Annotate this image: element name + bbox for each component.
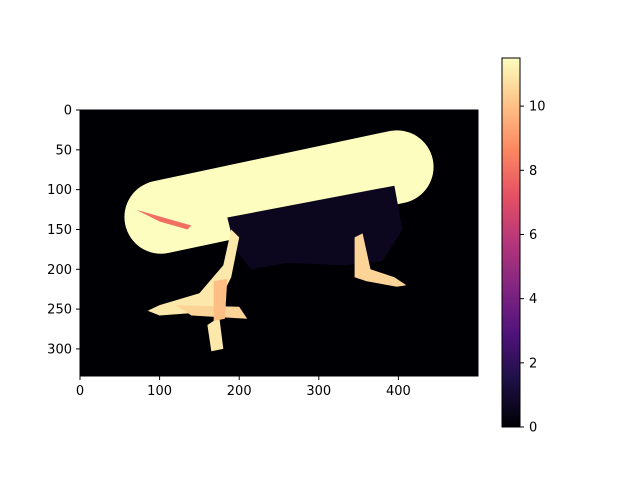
x-tick-label: 100 [147,384,172,399]
colorbar-frame [501,57,521,428]
colorbar-tick-label: 8 [529,164,537,179]
y-axis: 0 50 100 150 200 250 300 [47,104,80,357]
region-front-leg-upper [213,278,228,321]
colorbar-tick-label: 0 [529,421,537,436]
x-axis: 0 100 200 300 400 [76,376,411,399]
y-tick-label: 300 [47,342,72,357]
colorbar-tick-label: 2 [529,356,537,371]
region-front-leg [207,317,224,352]
heatmap-plot-area [79,109,479,377]
colorbar-tick-label: 10 [529,100,546,115]
colorbar-tick-label: 4 [529,292,537,307]
region-table-top [124,130,434,254]
colorbar-tick-label: 6 [529,228,537,243]
heatmap-regions [124,130,434,352]
region-left-edge-speckle [127,205,192,230]
y-tick-label: 0 [64,104,72,119]
colorbar-ticks: 0 2 4 6 8 10 [520,100,546,436]
y-tick-label: 50 [55,143,72,158]
y-tick-label: 200 [47,263,72,278]
colorbar-fill [502,58,520,427]
y-tick-label: 150 [47,223,72,238]
x-tick-label: 200 [227,384,252,399]
plot-frame [79,109,479,377]
region-right-leg [354,233,407,287]
x-tick-label: 400 [386,384,411,399]
x-tick-label: 0 [76,384,84,399]
colorbar: 0 2 4 6 8 10 [501,57,546,436]
y-tick-label: 250 [47,303,72,318]
x-tick-label: 300 [306,384,331,399]
region-left-leg-foot [175,305,248,319]
y-tick-label: 100 [47,183,72,198]
